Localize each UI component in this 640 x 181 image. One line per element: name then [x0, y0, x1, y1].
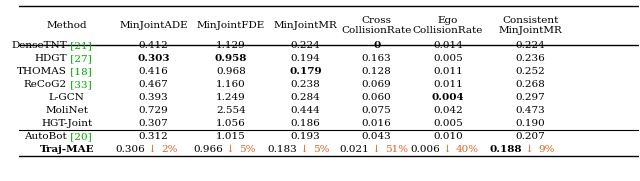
Text: 0.128: 0.128 — [362, 67, 392, 76]
Text: Traj-MAE: Traj-MAE — [40, 145, 94, 154]
Text: 0.207: 0.207 — [515, 132, 545, 141]
Text: ↓: ↓ — [223, 145, 235, 154]
Text: 0.016: 0.016 — [362, 119, 392, 128]
Text: 0.473: 0.473 — [515, 106, 545, 115]
Text: 40%: 40% — [456, 145, 479, 154]
Text: 0.306: 0.306 — [116, 145, 145, 154]
Text: [21]: [21] — [67, 41, 92, 50]
Text: AutoBot: AutoBot — [24, 132, 67, 141]
Text: 0.004: 0.004 — [431, 93, 464, 102]
Text: 0.193: 0.193 — [291, 132, 320, 141]
Text: 0.224: 0.224 — [515, 41, 545, 50]
Text: 0.005: 0.005 — [433, 54, 463, 63]
Text: 1.249: 1.249 — [216, 93, 246, 102]
Text: MoliNet: MoliNet — [45, 106, 88, 115]
Text: 0.043: 0.043 — [362, 132, 392, 141]
Text: THOMAS: THOMAS — [17, 67, 67, 76]
Text: 0.393: 0.393 — [139, 93, 168, 102]
Text: 5%: 5% — [239, 145, 255, 154]
Text: 9%: 9% — [538, 145, 555, 154]
Text: Consistent
MinJointMR: Consistent MinJointMR — [499, 16, 562, 35]
Text: 0.729: 0.729 — [139, 106, 168, 115]
Text: ↓: ↓ — [145, 145, 157, 154]
Text: 1.160: 1.160 — [216, 80, 246, 89]
Text: HGT-Joint: HGT-Joint — [41, 119, 92, 128]
Text: 0.183: 0.183 — [268, 145, 298, 154]
Text: 0.236: 0.236 — [515, 54, 545, 63]
Text: 0.268: 0.268 — [515, 80, 545, 89]
Text: Method: Method — [47, 21, 87, 30]
Text: ↓: ↓ — [522, 145, 534, 154]
Text: [18]: [18] — [67, 67, 92, 76]
Text: 0.194: 0.194 — [291, 54, 320, 63]
Text: ↓: ↓ — [369, 145, 381, 154]
Text: 0.005: 0.005 — [433, 119, 463, 128]
Text: 0.010: 0.010 — [433, 132, 463, 141]
Text: 0.958: 0.958 — [215, 54, 247, 63]
Text: 0: 0 — [373, 41, 380, 50]
Text: 0.238: 0.238 — [291, 80, 320, 89]
Text: 0.297: 0.297 — [515, 93, 545, 102]
Text: MinJointFDE: MinJointFDE — [197, 21, 265, 30]
Text: 0.284: 0.284 — [291, 93, 320, 102]
Text: 2%: 2% — [161, 145, 178, 154]
Text: 1.056: 1.056 — [216, 119, 246, 128]
Text: 0.412: 0.412 — [139, 41, 168, 50]
Text: MinJointADE: MinJointADE — [119, 21, 188, 30]
Text: 0.042: 0.042 — [433, 106, 463, 115]
Text: 0.968: 0.968 — [216, 67, 246, 76]
Text: 2.554: 2.554 — [216, 106, 246, 115]
Text: [27]: [27] — [67, 54, 92, 63]
Text: 0.021: 0.021 — [339, 145, 369, 154]
Text: 0.060: 0.060 — [362, 93, 392, 102]
Text: 0.011: 0.011 — [433, 80, 463, 89]
Text: ↓: ↓ — [440, 145, 452, 154]
Text: DenseTNT: DenseTNT — [11, 41, 67, 50]
Text: 0.014: 0.014 — [433, 41, 463, 50]
Text: 0.307: 0.307 — [139, 119, 168, 128]
Text: 0.252: 0.252 — [515, 67, 545, 76]
Text: 0.444: 0.444 — [291, 106, 320, 115]
Text: 1.015: 1.015 — [216, 132, 246, 141]
Text: L-GCN: L-GCN — [49, 93, 84, 102]
Text: 0.188: 0.188 — [490, 145, 522, 154]
Text: 5%: 5% — [314, 145, 330, 154]
Text: 0.069: 0.069 — [362, 80, 392, 89]
Text: 0.312: 0.312 — [139, 132, 168, 141]
Text: 0.006: 0.006 — [410, 145, 440, 154]
Text: 0.186: 0.186 — [291, 119, 320, 128]
Text: Cross
CollisionRate: Cross CollisionRate — [342, 16, 412, 35]
Text: 0.966: 0.966 — [193, 145, 223, 154]
Text: ReCoG2: ReCoG2 — [24, 80, 67, 89]
Text: 0.179: 0.179 — [289, 67, 322, 76]
Text: ↓: ↓ — [298, 145, 309, 154]
Text: 1.129: 1.129 — [216, 41, 246, 50]
Text: 0.190: 0.190 — [515, 119, 545, 128]
Text: 0.467: 0.467 — [139, 80, 168, 89]
Text: Ego
CollisionRate: Ego CollisionRate — [413, 16, 483, 35]
Text: 0.011: 0.011 — [433, 67, 463, 76]
Text: 0.303: 0.303 — [137, 54, 170, 63]
Text: 0.075: 0.075 — [362, 106, 392, 115]
Text: 0.224: 0.224 — [291, 41, 320, 50]
Text: 0.416: 0.416 — [139, 67, 168, 76]
Text: 51%: 51% — [385, 145, 408, 154]
Text: MinJointMR: MinJointMR — [273, 21, 337, 30]
Text: 0.163: 0.163 — [362, 54, 392, 63]
Text: [33]: [33] — [67, 80, 92, 89]
Text: HDGT: HDGT — [34, 54, 67, 63]
Text: [20]: [20] — [67, 132, 92, 141]
